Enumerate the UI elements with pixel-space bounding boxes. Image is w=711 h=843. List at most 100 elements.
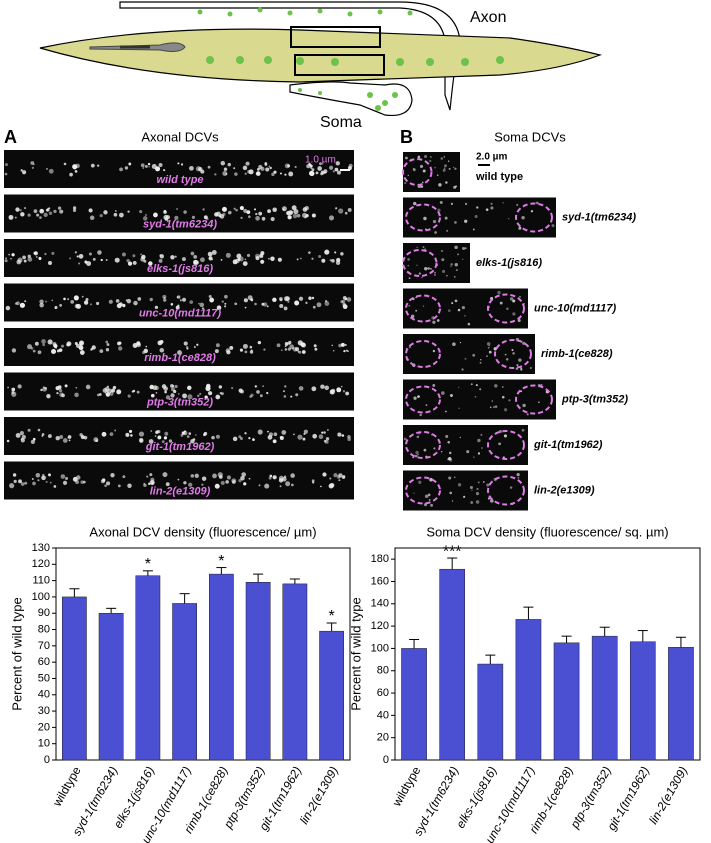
bar [98, 612, 124, 761]
micrograph-dot [284, 385, 287, 388]
micrograph-dot [182, 297, 187, 302]
micrograph-dot [340, 342, 345, 347]
micrograph-dot [272, 297, 277, 303]
micrograph-dot [321, 258, 326, 263]
micrograph-dot [22, 304, 25, 308]
micrograph-dot [54, 307, 57, 310]
micrograph-dot [311, 386, 317, 392]
micrograph-dot [198, 302, 200, 305]
micrograph-dot [417, 155, 421, 159]
micrograph-dot [41, 433, 45, 436]
micrograph-dot [454, 299, 458, 303]
micrograph-dot [148, 482, 151, 486]
micrograph-dot [81, 295, 84, 298]
bar [629, 641, 656, 761]
micrograph-dot [447, 160, 450, 162]
micrograph-dot [338, 343, 342, 348]
micrograph-dot [154, 435, 157, 437]
micrograph-dot [341, 434, 345, 437]
micrograph-dot [106, 388, 112, 394]
micrograph-dot [459, 436, 461, 439]
micrograph-dot [197, 394, 200, 398]
micrograph-dot [62, 480, 68, 485]
micrograph-dot [258, 164, 263, 170]
micrograph-dot [219, 392, 222, 395]
micrograph-dot [314, 347, 318, 351]
micrograph-dot [445, 434, 449, 438]
micrograph-dot [485, 208, 489, 211]
micrograph-dot [516, 364, 519, 367]
micrograph-dot [413, 201, 417, 206]
micrograph-dot [27, 256, 33, 262]
micrograph-dot [296, 213, 301, 218]
micrograph-dot [467, 322, 471, 326]
micrograph-dot [180, 163, 184, 166]
micrograph-dot [164, 390, 167, 394]
micrograph-dot [432, 320, 436, 324]
micrograph-dot [248, 215, 251, 219]
micrograph-dot [158, 163, 163, 167]
micrograph-dot [196, 343, 199, 346]
micrograph-dot [261, 216, 266, 221]
micrograph-dot [335, 161, 340, 166]
micrograph-dot [37, 428, 41, 432]
micrograph-dot [272, 439, 277, 444]
micrograph-dot [268, 476, 272, 480]
soma-outline [402, 249, 438, 277]
micrograph-dot [195, 166, 202, 172]
micrograph-dot [439, 201, 443, 204]
micrograph-dot [512, 352, 515, 355]
bar [282, 583, 308, 761]
strain-label: elks-1(js816) [147, 263, 213, 275]
micrograph-dot [466, 450, 470, 454]
micrograph-dot [76, 475, 81, 480]
micrograph-dot [68, 439, 71, 442]
y-axis-label: Percent of wild type [348, 597, 363, 710]
micrograph-dot [106, 481, 111, 486]
micrograph-dot [32, 163, 35, 166]
micrograph-dot [269, 474, 273, 478]
micrograph-dot [195, 434, 197, 436]
micrograph [4, 461, 354, 500]
micrograph-dot [132, 260, 137, 265]
micrograph-dot [229, 345, 234, 350]
x-tick-label: lin-2(e1309) [646, 764, 690, 826]
micrograph-dot [179, 299, 182, 302]
soma-outline [405, 476, 441, 505]
micrograph-dot [506, 307, 509, 311]
micrograph-dot [240, 475, 245, 481]
micrograph-dot [271, 172, 275, 177]
micrograph-dot [418, 272, 422, 275]
micrograph-dot [244, 258, 247, 261]
micrograph-dot [486, 483, 490, 487]
micrograph-dot [279, 298, 283, 302]
strain-label: git-1(tm1962) [145, 441, 215, 453]
micrograph-dot [442, 269, 446, 273]
micrograph-dot [255, 256, 260, 261]
strain-label: ptp-3(tm352) [561, 393, 628, 405]
micrograph-dot [448, 167, 451, 170]
micrograph-dot [242, 343, 248, 349]
micrograph-dot [318, 434, 324, 439]
micrograph-dot [429, 156, 432, 158]
micrograph-dot [247, 169, 251, 174]
micrograph-dot [92, 257, 96, 261]
micrograph-dot [109, 432, 114, 437]
micrograph-dot [232, 436, 238, 442]
micrograph-dot [99, 349, 104, 354]
micrograph-dot [243, 298, 248, 303]
micrograph-dot [128, 162, 132, 166]
micrograph-dot [424, 266, 428, 271]
micrograph-dot [39, 299, 44, 304]
micrograph-dot [441, 391, 445, 395]
micrograph-dot [551, 224, 555, 228]
micrograph-dot [144, 164, 148, 168]
micrograph-dot [252, 438, 255, 442]
micrograph-dot [224, 302, 227, 305]
micrograph-dot [43, 212, 48, 218]
micrograph-dot [427, 493, 431, 497]
micrograph-dot [303, 429, 308, 434]
micrograph-dot [190, 439, 195, 444]
micrograph-dot [39, 302, 44, 308]
micrograph-dot [189, 165, 194, 171]
